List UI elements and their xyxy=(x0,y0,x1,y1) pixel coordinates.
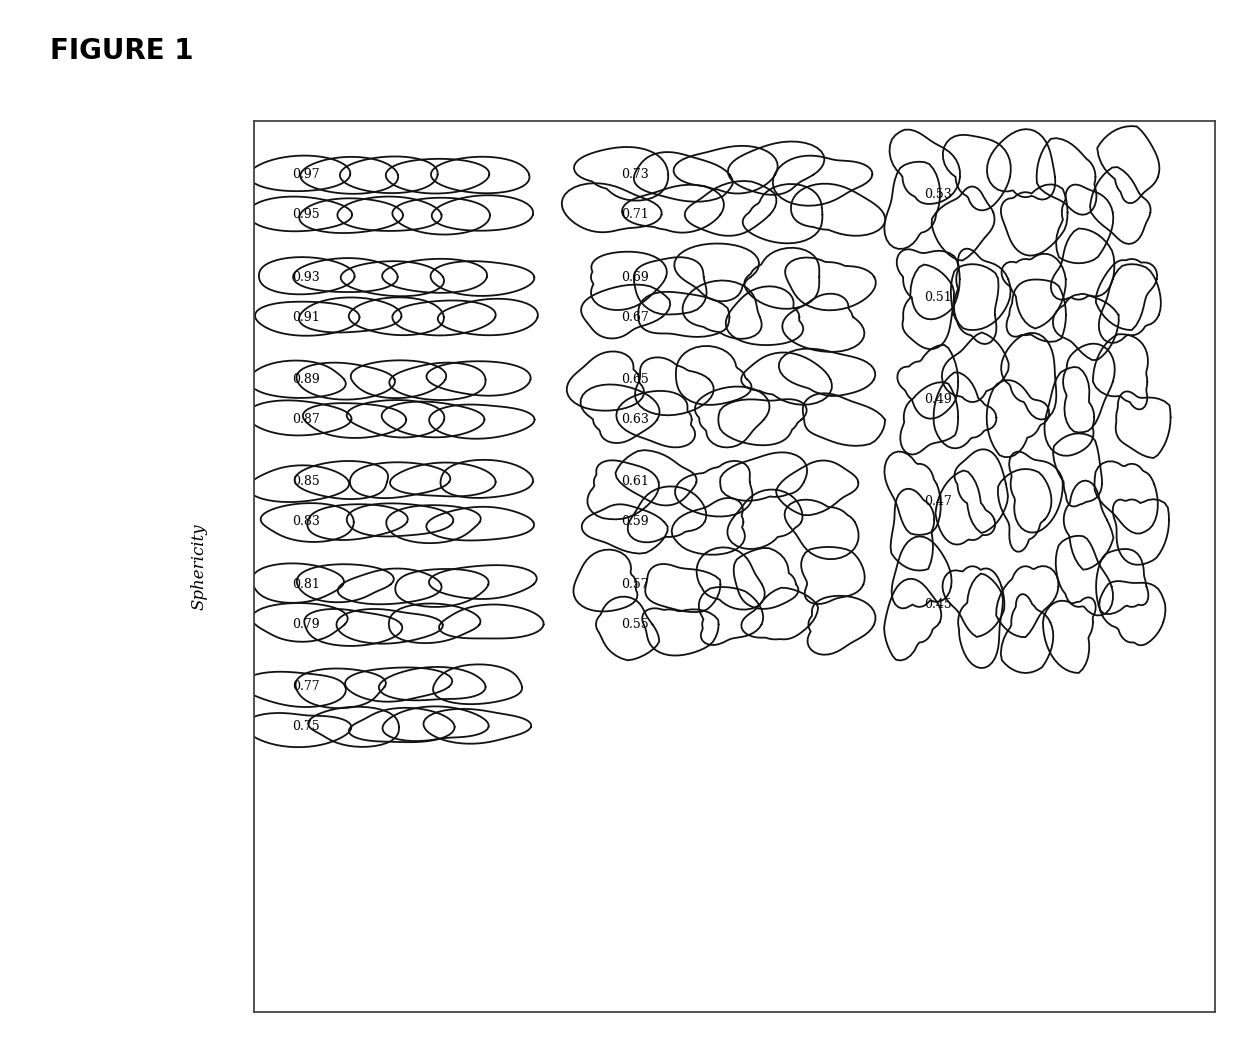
Text: 0.63: 0.63 xyxy=(621,413,649,426)
Text: 0.59: 0.59 xyxy=(621,515,649,528)
Text: 0.65: 0.65 xyxy=(621,373,649,386)
Text: 0.49: 0.49 xyxy=(924,393,952,406)
Text: 0.85: 0.85 xyxy=(293,475,320,488)
Text: 0.71: 0.71 xyxy=(621,209,649,221)
Text: 0.79: 0.79 xyxy=(293,618,320,631)
Text: 0.55: 0.55 xyxy=(621,618,649,631)
Text: 0.57: 0.57 xyxy=(621,578,649,591)
Text: 0.53: 0.53 xyxy=(924,189,952,201)
Text: 0.47: 0.47 xyxy=(924,495,952,508)
Text: 0.95: 0.95 xyxy=(293,209,320,221)
Text: 0.77: 0.77 xyxy=(293,680,320,694)
Text: 0.91: 0.91 xyxy=(293,311,320,324)
Text: 0.81: 0.81 xyxy=(293,578,320,591)
Text: 0.67: 0.67 xyxy=(621,311,649,324)
Text: 0.75: 0.75 xyxy=(293,720,320,734)
Text: 0.93: 0.93 xyxy=(293,271,320,284)
Text: 0.89: 0.89 xyxy=(293,373,320,386)
Text: 0.51: 0.51 xyxy=(924,291,952,304)
Text: 0.97: 0.97 xyxy=(293,169,320,181)
Text: FIGURE 1: FIGURE 1 xyxy=(50,37,193,65)
Text: 0.45: 0.45 xyxy=(924,598,952,611)
Text: 0.61: 0.61 xyxy=(621,475,649,488)
Text: 0.83: 0.83 xyxy=(293,515,320,528)
Text: 0.73: 0.73 xyxy=(621,169,649,181)
Text: Sphericity: Sphericity xyxy=(190,523,207,610)
Text: 0.87: 0.87 xyxy=(293,413,320,426)
Text: 0.69: 0.69 xyxy=(621,271,649,284)
